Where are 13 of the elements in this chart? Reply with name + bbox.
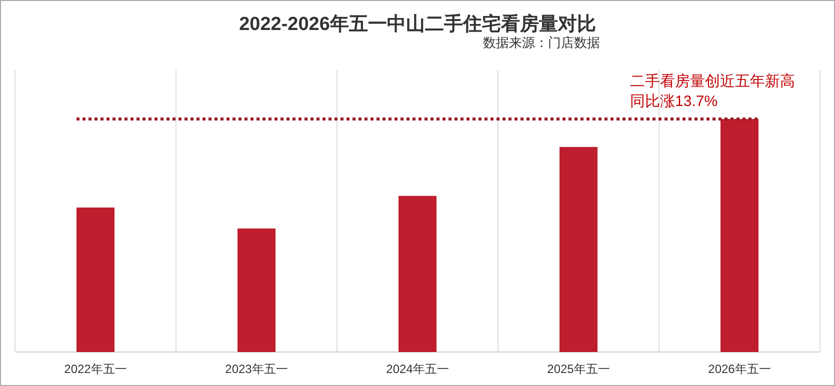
bar xyxy=(398,196,436,352)
bar xyxy=(720,119,758,352)
x-tick-label: 2026年五一 xyxy=(708,362,771,376)
bar xyxy=(76,208,114,352)
ref-line-label: 二手看房量创近五年新高同比涨13.7% xyxy=(630,73,795,110)
chart-title: 2022-2026年五一中山二手住宅看房量对比 xyxy=(239,13,596,35)
bar xyxy=(238,228,276,352)
x-tick-label: 2024年五一 xyxy=(386,362,449,376)
x-tick-label: 2025年五一 xyxy=(547,362,610,376)
bar xyxy=(560,146,598,352)
chart-subtitle: 数据来源：门店数据 xyxy=(483,35,600,50)
x-tick-label: 2023年五一 xyxy=(225,362,288,376)
x-tick-label: 2022年五一 xyxy=(64,362,127,376)
